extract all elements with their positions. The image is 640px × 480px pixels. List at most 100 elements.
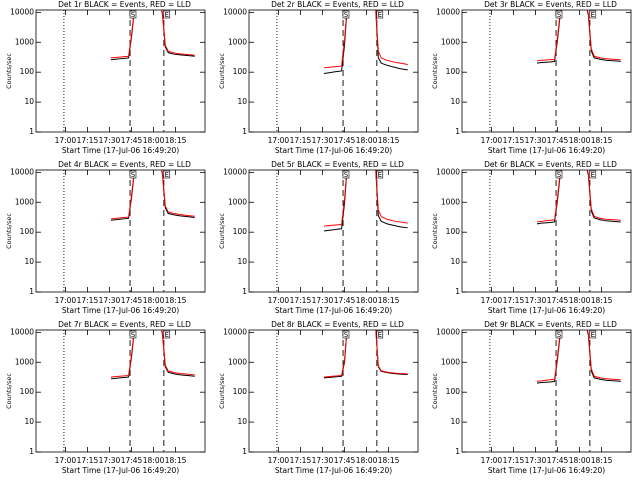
data-line: [323, 10, 408, 75]
plot-lines: [536, 330, 621, 384]
y-tick-label: 1: [455, 127, 460, 136]
x-axis-label: Start Time (17-Jul-06 16:49:20): [488, 146, 605, 155]
annotation-box: [129, 330, 137, 339]
y-tick-label: 1000: [441, 357, 460, 366]
data-line: [536, 170, 621, 225]
annotation: S: [557, 331, 562, 339]
y-tick-label: 10: [237, 97, 247, 106]
panel-title: Det 2r BLACK = Events, RED = LLD: [271, 0, 404, 9]
plot-lines: [323, 330, 408, 379]
data-line: [323, 330, 408, 379]
plot-frame: [248, 9, 419, 133]
y-tick-label: 1: [242, 127, 247, 136]
x-tick-label: 17:30: [99, 136, 121, 145]
y-tick-label: 10: [24, 97, 34, 106]
plot-frame: [461, 169, 632, 293]
plot-lines: [110, 330, 195, 380]
data-line: [110, 170, 195, 220]
x-tick-label: 18:15: [591, 296, 613, 305]
annotation: S: [131, 11, 136, 19]
y-tick-label: 1000: [441, 37, 460, 46]
x-tick-label: 17:15: [77, 136, 99, 145]
x-tick-label: 18:00: [356, 456, 378, 465]
y-axis-label: Counts/sec: [5, 213, 13, 249]
annotation-box: [163, 330, 171, 339]
x-tick-label: 17:45: [121, 136, 143, 145]
x-tick-label: 17:15: [77, 296, 99, 305]
data-line: [110, 170, 195, 221]
x-tick-label: 17:30: [312, 136, 334, 145]
y-tick-label: 10000: [436, 167, 460, 176]
panel: Det 5r BLACK = Events, RED = LLD Start Ti…: [218, 160, 419, 315]
annotation: S: [131, 171, 136, 179]
panel-title: Det 6r BLACK = Events, RED = LLD: [484, 160, 617, 169]
y-axis-label: Counts/sec: [218, 53, 226, 89]
x-tick-label: 17:00: [481, 296, 503, 305]
x-tick-label: 18:00: [569, 456, 591, 465]
y-tick-label: 1: [455, 287, 460, 296]
panel-title: Det 3r BLACK = Events, RED = LLD: [484, 0, 617, 9]
y-tick-label: 10000: [436, 7, 460, 16]
annotation-box: [163, 10, 171, 19]
data-line: [110, 10, 195, 59]
plot-lines: [323, 10, 408, 75]
panel: Det 1r BLACK = Events, RED = LLD Start Ti…: [5, 0, 206, 155]
plot-frame: [461, 329, 632, 453]
annotation-box: [163, 170, 171, 179]
x-tick-label: 17:45: [121, 296, 143, 305]
y-axis-label: Counts/sec: [218, 373, 226, 409]
x-tick-label: 17:15: [77, 456, 99, 465]
y-tick-label: 1000: [228, 37, 247, 46]
x-tick-label: 18:00: [356, 296, 378, 305]
x-tick-label: 17:30: [525, 456, 547, 465]
x-tick-label: 18:00: [569, 296, 591, 305]
x-tick-label: 17:45: [547, 136, 569, 145]
y-tick-label: 10: [24, 417, 34, 426]
x-tick-label: 17:15: [290, 456, 312, 465]
y-tick-label: 10: [24, 257, 34, 266]
annotation-box: [589, 170, 597, 179]
annotation: S: [344, 331, 349, 339]
plot-lines: [110, 10, 195, 61]
panel-title: Det 8r BLACK = Events, RED = LLD: [271, 320, 404, 329]
x-axis-label: Start Time (17-Jul-06 16:49:20): [275, 306, 392, 315]
y-tick-label: 100: [446, 67, 461, 76]
x-axis-label: Start Time (17-Jul-06 16:49:20): [275, 466, 392, 475]
x-tick-label: 17:45: [334, 456, 356, 465]
y-tick-label: 1000: [441, 197, 460, 206]
x-tick-label: 17:00: [481, 456, 503, 465]
y-axis-label: Counts/sec: [431, 373, 439, 409]
annotation: E: [378, 171, 382, 179]
x-tick-label: 18:15: [378, 296, 400, 305]
data-line: [110, 330, 195, 380]
x-tick-label: 18:15: [165, 296, 187, 305]
x-tick-label: 17:00: [268, 136, 290, 145]
plot-frame: [35, 169, 206, 293]
x-tick-label: 17:00: [481, 136, 503, 145]
x-axis-label: Start Time (17-Jul-06 16:49:20): [62, 146, 179, 155]
annotation: E: [165, 331, 169, 339]
x-tick-label: 17:00: [268, 296, 290, 305]
x-tick-label: 17:00: [55, 456, 77, 465]
x-tick-label: 18:15: [378, 456, 400, 465]
annotation: S: [557, 11, 562, 19]
annotation-box: [376, 170, 384, 179]
y-tick-label: 1000: [15, 357, 34, 366]
annotation: E: [591, 11, 595, 19]
plot-frame: [461, 9, 632, 133]
panel: Det 8r BLACK = Events, RED = LLD Start Ti…: [218, 320, 419, 475]
plot-frame: [248, 329, 419, 453]
y-tick-label: 1: [242, 447, 247, 456]
data-line: [323, 170, 408, 232]
annotation: E: [165, 171, 169, 179]
y-tick-label: 10000: [10, 167, 34, 176]
y-tick-label: 10: [237, 257, 247, 266]
y-tick-label: 1: [455, 447, 460, 456]
x-tick-label: 17:45: [334, 296, 356, 305]
x-axis-label: Start Time (17-Jul-06 16:49:20): [62, 466, 179, 475]
panel-title: Det 7r BLACK = Events, RED = LLD: [58, 320, 191, 329]
x-tick-label: 18:00: [143, 296, 165, 305]
annotation-box: [589, 330, 597, 339]
